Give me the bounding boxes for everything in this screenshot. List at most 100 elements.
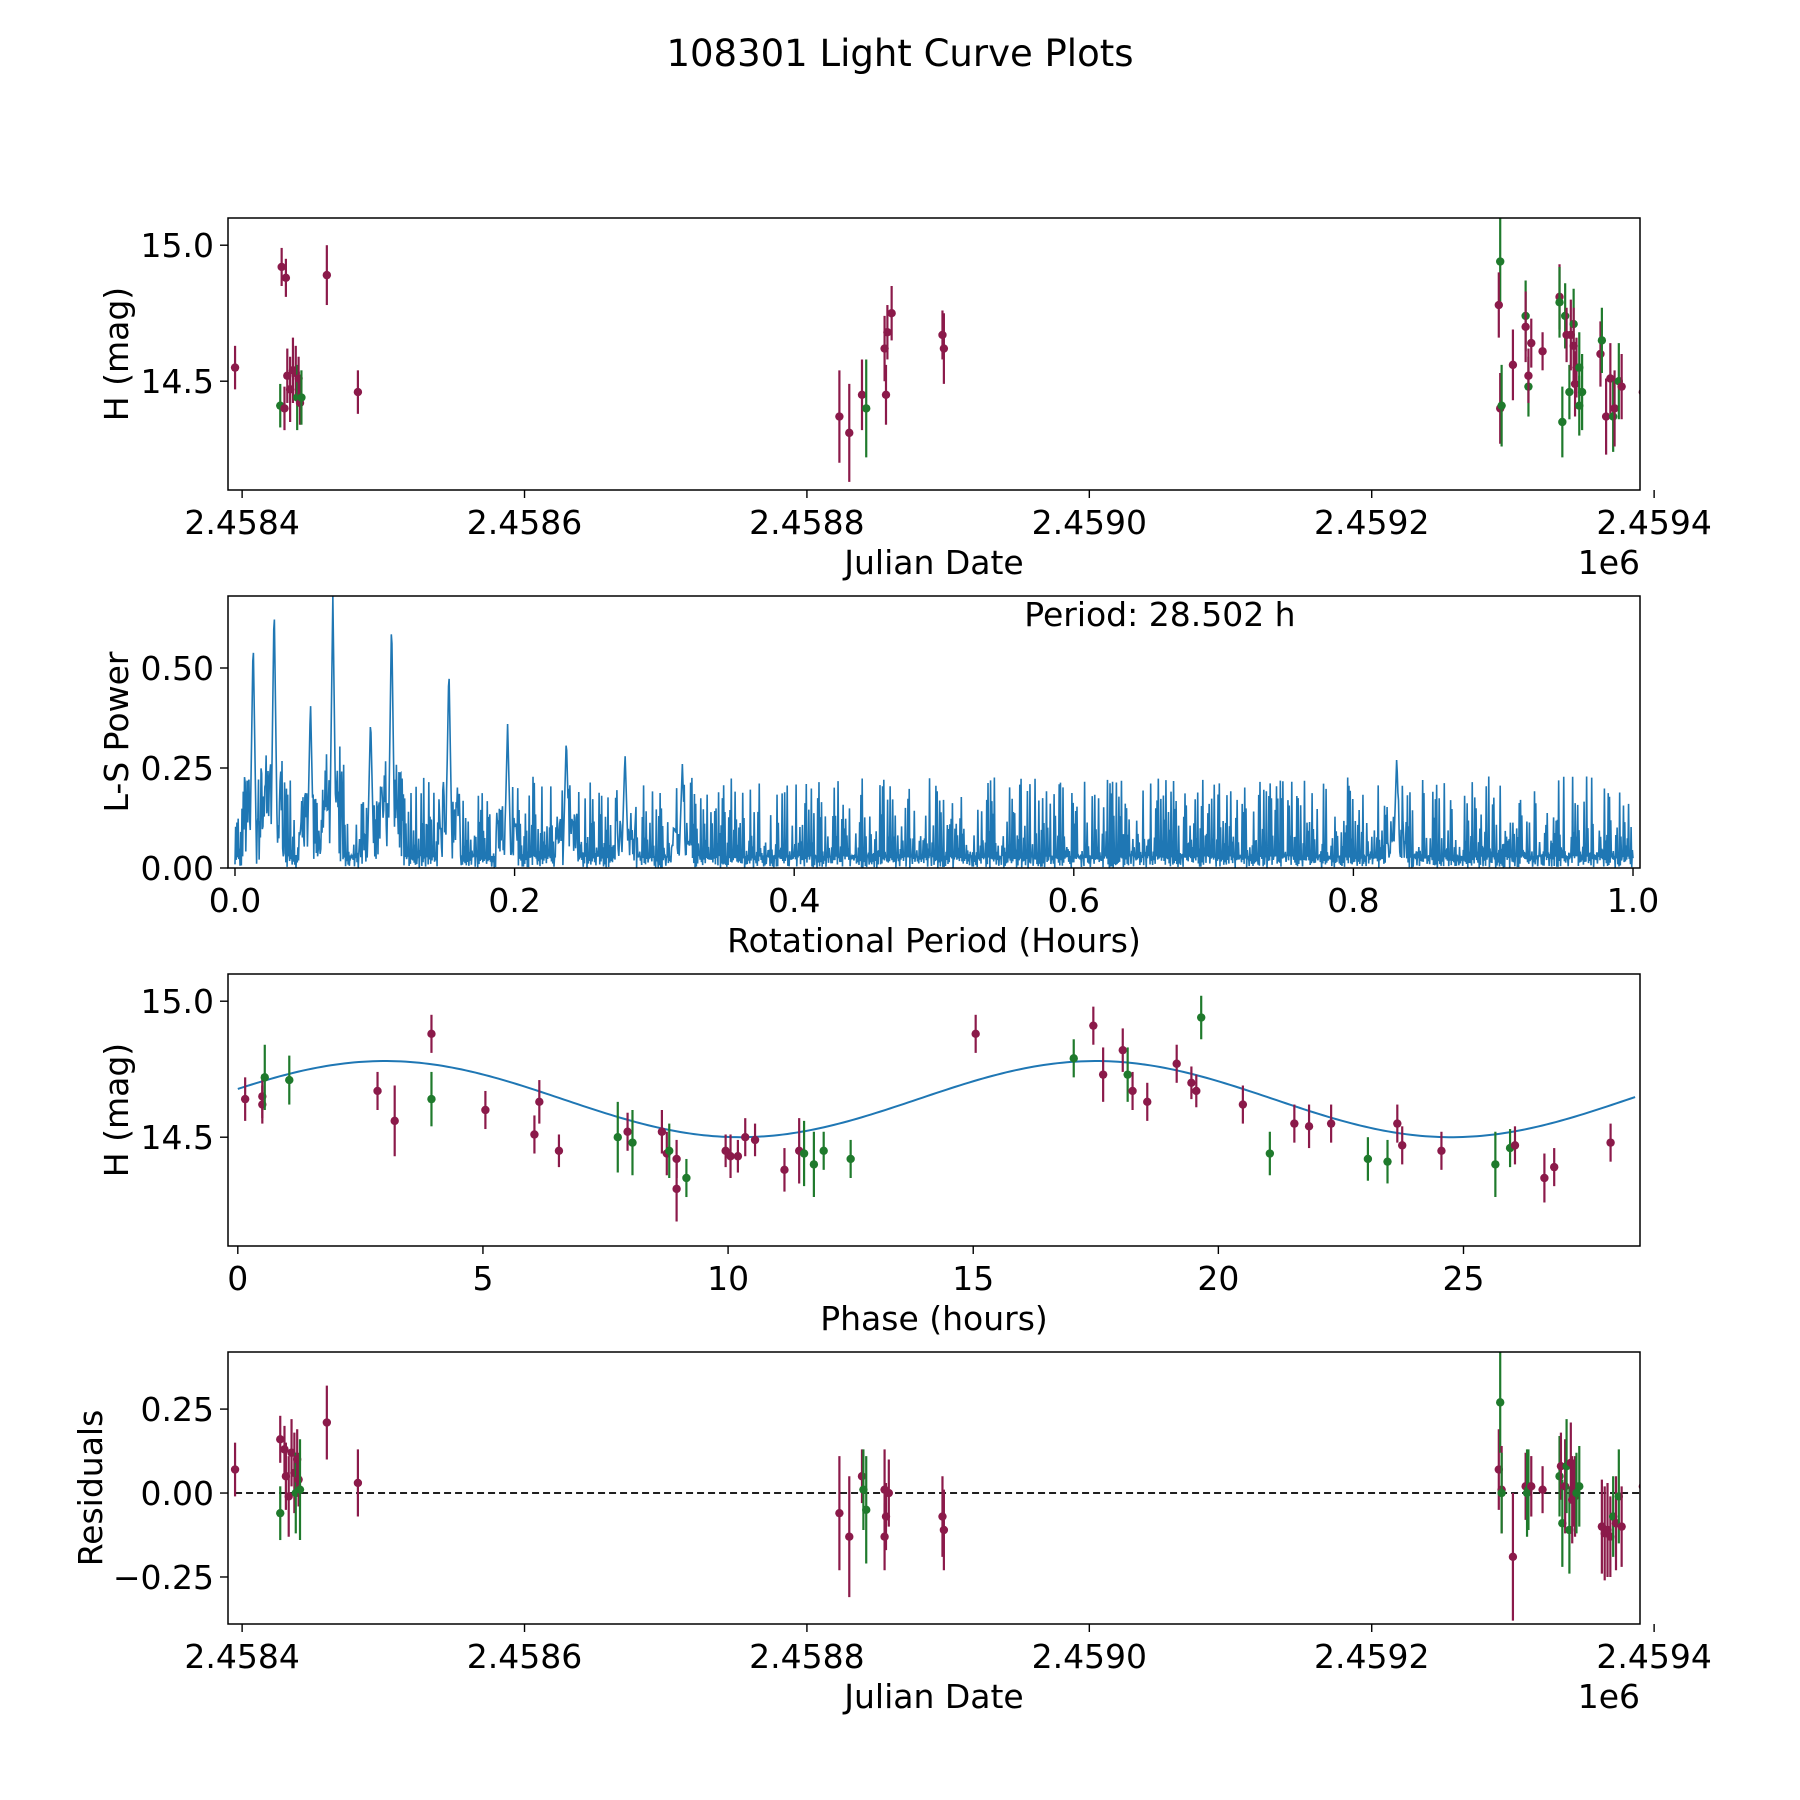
data-point [682, 1173, 691, 1183]
periodogram-curve-group [234, 596, 1634, 868]
data-point [1494, 300, 1504, 310]
data-point [1617, 382, 1626, 391]
data-point [285, 1075, 294, 1085]
y-tick-label: 0.00 [141, 849, 214, 888]
data-point [481, 1105, 490, 1115]
x-tick-label: 0.4 [768, 881, 820, 920]
data-point [294, 1475, 303, 1484]
x-tick-label: 0.6 [1048, 881, 1100, 920]
data-point [1550, 1162, 1559, 1172]
data-point [845, 1532, 854, 1541]
data-point [284, 1492, 293, 1501]
data-point [799, 1149, 809, 1158]
data-point [1089, 1021, 1098, 1030]
x-axis-label: Rotational Period (Hours) [727, 921, 1141, 960]
data-point [862, 1505, 871, 1515]
data-point [1606, 1138, 1615, 1147]
y-tick-label: 15.0 [141, 982, 214, 1021]
data-point [1508, 1552, 1518, 1562]
x-tick-label: 2.4590 [1032, 503, 1147, 542]
data-point [939, 1525, 949, 1535]
x-tick-label: 20 [1197, 1259, 1239, 1298]
data-point [1496, 1398, 1505, 1407]
periodogram-panel: 0.0 0.2 0.4 0.6 0.8 1.0 0.00 0.25 0.50 Rotational… [97, 595, 1659, 960]
data-point [353, 387, 363, 397]
y-tick-label: −0.25 [113, 1558, 214, 1597]
data-point [880, 1532, 889, 1541]
data-point [1510, 1141, 1520, 1150]
data-point [1540, 1173, 1549, 1183]
data-point [672, 1184, 681, 1194]
data-point [628, 1138, 637, 1147]
data-point [390, 1116, 399, 1126]
data-point [1497, 401, 1506, 410]
data-point [1128, 1086, 1137, 1096]
data-point [726, 1152, 735, 1161]
data-point [1123, 1070, 1132, 1079]
data-point [780, 1165, 789, 1175]
data-point [277, 262, 286, 272]
lightcurve-points [230, 218, 1640, 482]
y-axis-label: H (mag) [97, 287, 136, 421]
data-point [971, 1029, 980, 1039]
data-point [295, 1485, 305, 1494]
periodogram-line [234, 596, 1634, 868]
data-point [1238, 1100, 1248, 1109]
data-point [1398, 1141, 1407, 1150]
figure-title: 108301 Light Curve Plots [666, 32, 1133, 75]
data-point [938, 1512, 947, 1521]
data-point [1187, 1078, 1196, 1088]
data-point [1538, 1485, 1547, 1494]
y-axis-label: H (mag) [97, 1043, 136, 1177]
data-point [1326, 1119, 1336, 1128]
data-point [938, 330, 947, 340]
x-tick-label: 0.0 [209, 881, 261, 920]
data-point [322, 1418, 332, 1427]
data-point [280, 404, 289, 413]
data-point [1098, 1070, 1108, 1079]
data-point [1265, 1149, 1275, 1158]
lightcurve-panel: 2.4584 2.4586 2.4588 2.4590 2.4592 2.4594 14.5… [97, 217, 1712, 582]
data-point [554, 1146, 564, 1156]
data-point [1491, 1160, 1500, 1169]
phased-panel: 0 5 10 15 20 25 14.5 15.0 Phase (hours) H (mag) [97, 973, 1641, 1338]
data-point [276, 1508, 285, 1518]
x-tick-label: 2.4586 [467, 1637, 582, 1676]
data-point [322, 270, 332, 280]
x-axis-label: Phase (hours) [820, 1299, 1048, 1338]
x-tick-label: 0.2 [488, 881, 540, 920]
y-tick-label: 0.25 [141, 1390, 214, 1429]
x-tick-label: 2.4594 [1596, 503, 1711, 542]
y-axis-label: Residuals [71, 1410, 110, 1567]
phased-content [237, 995, 1636, 1222]
data-point [1610, 404, 1619, 413]
axes-frame [227, 595, 1641, 869]
y-axis-label: L-S Power [97, 651, 136, 812]
y-tick-label: 0.00 [141, 1474, 214, 1513]
data-point [884, 1488, 894, 1498]
data-point [1601, 412, 1611, 421]
y-tick-label: 14.5 [141, 1118, 214, 1157]
data-point [230, 1465, 240, 1474]
axes-frame [227, 1351, 1641, 1625]
x-offset-label: 1e6 [1578, 1677, 1640, 1716]
residuals-content [230, 1352, 1640, 1621]
data-point [883, 328, 892, 337]
data-point [1527, 1482, 1536, 1491]
data-point [1527, 338, 1536, 348]
residuals-panel: 2.4584 2.4586 2.4588 2.4590 2.4592 2.4594 −0.2… [71, 1351, 1712, 1716]
data-point [1555, 1472, 1564, 1481]
x-tick-label: 2.4584 [184, 1637, 299, 1676]
x-tick-label: 2.4592 [1314, 1637, 1429, 1676]
data-point [939, 344, 949, 353]
x-axis-label: Julian Date [842, 1677, 1024, 1716]
period-annotation: Period: 28.502 h [1024, 595, 1295, 634]
data-point [613, 1133, 622, 1142]
data-point [665, 1146, 674, 1156]
data-point [276, 1435, 285, 1444]
data-point [230, 363, 240, 372]
data-point [1069, 1054, 1078, 1063]
data-point [260, 1073, 269, 1082]
data-point [881, 390, 891, 399]
